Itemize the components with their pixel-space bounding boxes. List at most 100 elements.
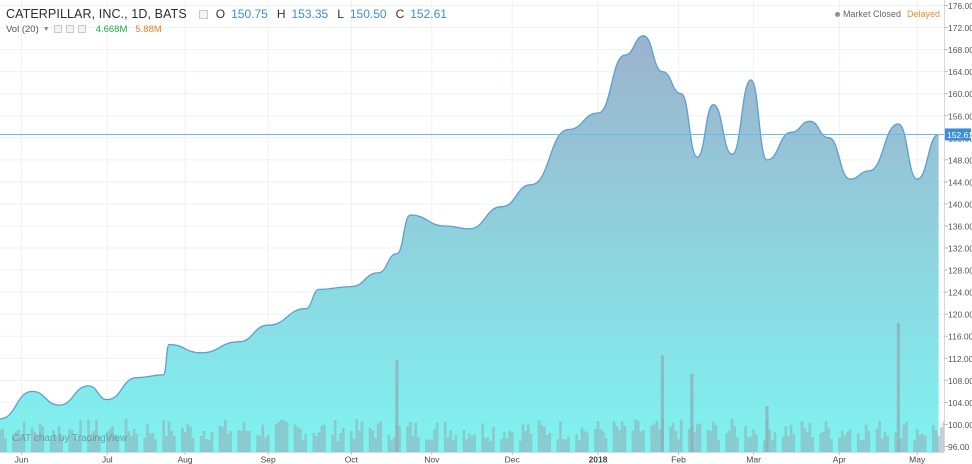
volume-bar bbox=[827, 428, 830, 452]
time-axis-bg[interactable] bbox=[0, 452, 972, 464]
volume-bar bbox=[674, 431, 678, 452]
volume-bar bbox=[451, 439, 455, 452]
volume-bar bbox=[736, 437, 739, 452]
volume-bar bbox=[612, 421, 616, 452]
y-axis: 96.00 100.00 104.00 108.00 112.00 116.00 120.0… bbox=[944, 1, 972, 452]
volume-bar bbox=[116, 437, 120, 452]
volume-bar bbox=[808, 422, 812, 452]
volume-bar bbox=[189, 426, 192, 452]
chevron-down-icon[interactable]: ▼ bbox=[42, 25, 50, 33]
volume-bar bbox=[336, 440, 340, 452]
volume-bar-spike bbox=[896, 323, 900, 452]
volume-value-2: 5.88M bbox=[135, 23, 162, 35]
volume-bar bbox=[127, 431, 130, 452]
volume-bar bbox=[792, 434, 796, 452]
volume-bar bbox=[135, 433, 139, 452]
gear-icon[interactable] bbox=[65, 25, 74, 33]
volume-bar bbox=[108, 428, 112, 452]
volume-bar bbox=[258, 435, 262, 452]
volume-bar bbox=[20, 439, 23, 452]
x-tick-label: Mar bbox=[746, 455, 761, 464]
volume-bar bbox=[658, 428, 661, 452]
volume-bar bbox=[913, 440, 916, 452]
y-tick-label: 172.00 bbox=[948, 23, 972, 33]
y-tick-label: 140.00 bbox=[948, 199, 972, 209]
volume-bar bbox=[677, 439, 680, 452]
volume-bar bbox=[22, 421, 26, 452]
x-tick-label: Nov bbox=[424, 455, 440, 464]
symbol-toggle-box[interactable] bbox=[198, 9, 208, 19]
volume-bar bbox=[564, 439, 568, 452]
volume-bar bbox=[248, 431, 251, 452]
volume-bar bbox=[733, 426, 737, 452]
volume-bar bbox=[856, 433, 860, 452]
volume-bar bbox=[548, 433, 552, 452]
volume-bar bbox=[787, 435, 790, 452]
volume-bar bbox=[76, 439, 80, 452]
volume-bar bbox=[923, 435, 927, 452]
volume-bar bbox=[586, 432, 589, 452]
x-tick-label: Sep bbox=[261, 455, 276, 464]
volume-bar bbox=[878, 421, 881, 452]
volume-bar bbox=[224, 419, 227, 452]
volume-bar bbox=[92, 431, 96, 452]
price-line[interactable] bbox=[0, 35, 939, 420]
volume-bar bbox=[468, 433, 471, 452]
volume-bar-spike bbox=[690, 373, 694, 452]
volume-bar bbox=[285, 422, 289, 452]
volume-bar bbox=[824, 421, 828, 452]
volume-bar bbox=[618, 429, 621, 452]
volume-bar bbox=[784, 426, 788, 452]
volume-bar bbox=[763, 440, 766, 452]
volume-bar bbox=[221, 426, 224, 452]
volume-bar bbox=[746, 437, 750, 452]
volume-bar bbox=[376, 423, 380, 452]
volume-bar bbox=[706, 429, 710, 452]
volume-bar bbox=[805, 432, 809, 452]
volume-bar bbox=[130, 435, 133, 452]
y-tick-label: 176.00 bbox=[948, 1, 972, 11]
close-icon[interactable] bbox=[77, 25, 86, 33]
x-tick-label: May bbox=[909, 455, 926, 464]
volume-bar bbox=[500, 439, 503, 452]
volume-bar bbox=[567, 436, 570, 452]
eye-icon[interactable] bbox=[53, 25, 62, 33]
volume-bar bbox=[132, 428, 136, 452]
volume-bar bbox=[470, 435, 474, 452]
volume-bar bbox=[918, 434, 922, 452]
y-tick-label: 108.00 bbox=[948, 376, 972, 386]
volume-bar bbox=[296, 426, 299, 452]
volume-bar bbox=[398, 425, 401, 452]
volume-bar bbox=[409, 421, 412, 452]
volume-bar bbox=[620, 420, 624, 452]
volume-bar bbox=[527, 424, 530, 452]
volume-bar bbox=[368, 428, 372, 452]
delayed-label[interactable]: Delayed bbox=[906, 9, 940, 19]
volume-bar bbox=[315, 436, 318, 452]
y-tick-label: 132.00 bbox=[948, 244, 972, 254]
volume-bar bbox=[299, 428, 302, 452]
volume-bar bbox=[358, 430, 361, 452]
volume-label[interactable]: Vol (20) bbox=[6, 23, 39, 35]
volume-bars bbox=[0, 323, 946, 452]
y-tick-label: 116.00 bbox=[948, 332, 972, 342]
x-tick-label: 2018 bbox=[589, 455, 608, 464]
volume-bar bbox=[446, 437, 450, 452]
volume-bar bbox=[714, 425, 718, 452]
volume-bar bbox=[789, 424, 793, 452]
volume-bar bbox=[730, 419, 734, 452]
volume-bar bbox=[561, 439, 565, 452]
x-tick-label: Apr bbox=[833, 455, 846, 464]
watermark[interactable]: CAT chart by TradingView bbox=[12, 433, 128, 444]
last-price-label: 152.61 bbox=[947, 130, 972, 140]
volume-bar bbox=[293, 424, 297, 452]
volume-bar bbox=[274, 424, 278, 452]
volume-bar bbox=[634, 419, 637, 452]
volume-bar bbox=[264, 438, 267, 452]
volume-bar bbox=[181, 427, 184, 452]
volume-bar bbox=[894, 432, 897, 452]
price-axis-bg[interactable] bbox=[944, 0, 972, 464]
symbol-title[interactable]: CATERPILLAR, INC., 1D, BATS bbox=[6, 7, 187, 21]
y-tick-label: 144.00 bbox=[948, 177, 972, 187]
